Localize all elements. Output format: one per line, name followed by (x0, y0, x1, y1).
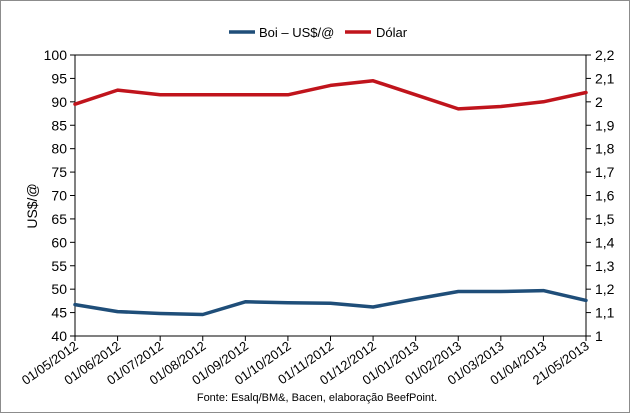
right-tick-label: 2,1 (595, 70, 615, 86)
left-tick-label: 75 (51, 164, 67, 180)
right-tick-label: 1,4 (595, 234, 615, 250)
right-y-axis-ticks: 1 1,1 1,2 1,3 1,4 1,5 1,6 1,7 1,8 1,9 2 2,1 2,2 (586, 47, 615, 344)
left-tick-label: 55 (51, 258, 67, 274)
right-tick-label: 1,1 (595, 305, 615, 321)
x-axis-ticks: 01/05/201201/06/201201/07/201201/08/2012… (19, 336, 592, 388)
series-lines (73, 79, 588, 317)
right-tick-label: 1,8 (595, 141, 615, 157)
right-tick-label: 1,9 (595, 117, 615, 133)
left-tick-label: 80 (51, 141, 67, 157)
left-y-axis-ticks: 40 45 50 55 60 65 70 75 80 85 90 95 100 (44, 47, 75, 344)
right-tick-label: 1,5 (595, 211, 615, 227)
dolar-series-line (73, 79, 588, 111)
legend-entry-boi-label: Boi – US$/@ (259, 25, 334, 40)
y-axis-label: US$/@ (24, 183, 40, 228)
left-tick-label: 50 (51, 281, 67, 297)
legend: Boi – US$/@ Dólar (229, 25, 408, 40)
right-tick-label: 1,3 (595, 258, 615, 274)
left-tick-label: 60 (51, 234, 67, 250)
left-tick-label: 40 (51, 328, 67, 344)
left-tick-label: 95 (51, 70, 67, 86)
right-tick-label: 2 (595, 94, 603, 110)
right-tick-label: 1,7 (595, 164, 615, 180)
right-tick-label: 1 (595, 328, 603, 344)
left-tick-label: 85 (51, 117, 67, 133)
right-tick-label: 1,6 (595, 188, 615, 204)
right-tick-label: 2,2 (595, 47, 615, 63)
right-tick-label: 1,2 (595, 281, 615, 297)
left-tick-label: 70 (51, 188, 67, 204)
left-tick-label: 100 (44, 47, 68, 63)
left-tick-label: 65 (51, 211, 67, 227)
legend-entry-dolar-label: Dólar (376, 25, 408, 40)
left-tick-label: 45 (51, 305, 67, 321)
source-note: Fonte: Esalq/BM&, Bacen, elaboração Beef… (197, 392, 437, 404)
left-tick-label: 90 (51, 94, 67, 110)
boi-series-line (73, 288, 588, 317)
